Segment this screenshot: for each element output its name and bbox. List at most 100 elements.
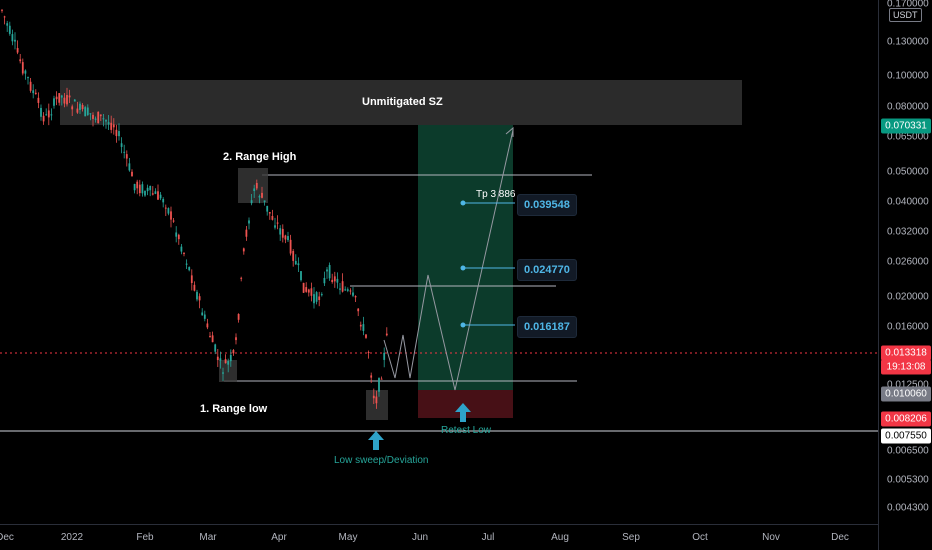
price-tick: 0.005300: [887, 474, 929, 486]
time-tick: Jul: [481, 532, 495, 543]
time-tick: Nov: [762, 532, 780, 543]
time-axis[interactable]: Dec 2022 Feb Mar Apr May Jun Jul Aug Sep…: [0, 524, 878, 550]
candle-body: [240, 277, 243, 279]
candle-body: [167, 208, 170, 214]
long-position-profit-zone: [418, 125, 513, 390]
projection-path: [383, 129, 514, 391]
candle-body: [216, 356, 219, 361]
countdown-badge: 19:13:08: [881, 359, 931, 375]
price-tick: 0.032000: [887, 226, 929, 238]
candle-body: [320, 294, 323, 296]
time-tick: Oct: [692, 532, 708, 543]
candle-body: [318, 296, 321, 301]
candle-body: [133, 184, 136, 191]
range-high-label: 2. Range High: [223, 151, 297, 163]
candle-body: [50, 114, 53, 116]
candle-body: [170, 211, 172, 220]
candle-body: [370, 375, 373, 378]
candle-body: [372, 395, 375, 399]
candle-body: [206, 323, 209, 328]
time-tick: Apr: [271, 532, 287, 543]
candle-body: [253, 188, 256, 192]
candle-body: [224, 359, 227, 364]
range-low-label: 1. Range low: [200, 403, 268, 415]
time-tick: 2022: [60, 532, 84, 543]
price-tick: 0.006500: [887, 445, 929, 457]
price-tick: 0.016000: [887, 321, 929, 333]
candle-body: [341, 281, 344, 292]
candle-body: [193, 284, 196, 291]
candle-body: [279, 228, 282, 235]
candle-body: [84, 107, 87, 117]
candle-body: [383, 352, 386, 360]
candle-body: [297, 263, 300, 266]
candle-body: [66, 95, 68, 105]
candle-body: [115, 129, 118, 137]
target-2-badge: 0.024770: [517, 259, 577, 281]
candle-body: [331, 279, 334, 283]
candle-body: [19, 59, 22, 62]
time-tick: Dec: [831, 532, 849, 543]
candle-body: [274, 225, 276, 228]
time-tick: Jun: [411, 532, 429, 543]
candle-body: [196, 291, 198, 300]
candle-body: [110, 122, 113, 130]
candle-body: [68, 95, 71, 98]
price-tick: 0.026000: [887, 256, 929, 268]
candle-body: [352, 292, 354, 296]
candle-body: [42, 115, 45, 122]
candle-body: [346, 289, 349, 291]
retest-low-label: Retest Low: [441, 425, 492, 436]
candle-body: [203, 314, 206, 319]
candle-body: [151, 193, 154, 195]
candle-body: [211, 335, 214, 343]
candle-body: [378, 378, 380, 392]
candle-body: [81, 105, 84, 110]
candle-body: [118, 131, 120, 137]
candle-body: [268, 212, 271, 214]
candle-body: [164, 207, 167, 209]
candle-body: [263, 200, 266, 203]
supply-zone: [60, 80, 742, 125]
candle-body: [339, 288, 341, 290]
candle-body: [34, 92, 37, 95]
price-axis[interactable]: USDT 0.170000 0.130000 0.100000 0.080000…: [878, 0, 932, 550]
candle-body: [365, 334, 367, 338]
candle-body: [287, 236, 289, 241]
price-chart[interactable]: [0, 0, 878, 524]
candle-body: [183, 253, 185, 255]
tp-level-price-badge: 0.070331: [881, 118, 931, 134]
candle-body: [209, 335, 211, 337]
retest-low-arrow-icon: [455, 403, 471, 422]
candle-body: [102, 118, 105, 120]
candle-body: [32, 90, 35, 94]
candle-body: [333, 276, 336, 282]
candle-body: [237, 313, 240, 320]
candle-body: [107, 122, 110, 125]
target-1-badge: 0.016187: [517, 316, 577, 338]
candle-body: [144, 190, 146, 196]
chart-area[interactable]: Unmitigated SZ 2. Range High 1. Range lo…: [0, 0, 878, 524]
candle-body: [362, 324, 365, 331]
candle-body: [380, 378, 383, 380]
candle-body: [292, 250, 295, 261]
candle-body: [138, 184, 141, 194]
range-line-price-badge: 0.007550: [881, 428, 931, 444]
time-tick: Aug: [551, 532, 569, 543]
candle-body: [354, 296, 357, 298]
price-tick: 0.065000: [887, 131, 929, 143]
candle-body: [328, 265, 331, 279]
candle-body: [99, 114, 102, 117]
candle-body: [177, 234, 180, 240]
candle-body: [201, 312, 204, 316]
candle-body: [76, 108, 79, 113]
candle-body: [313, 294, 315, 304]
candle-body: [359, 324, 362, 327]
candle-body: [149, 185, 152, 191]
time-tick: Mar: [199, 532, 217, 543]
price-tick: 0.012500: [887, 379, 929, 391]
candle-body: [71, 106, 74, 110]
price-tick: 0.050000: [887, 166, 929, 178]
candle-body: [250, 200, 253, 204]
candle-body: [219, 358, 222, 361]
